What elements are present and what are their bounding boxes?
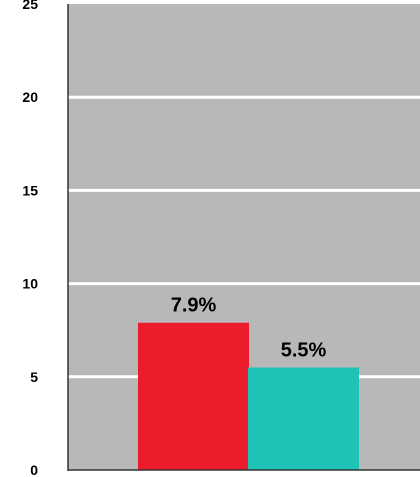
axes xyxy=(67,4,420,471)
bar-1 xyxy=(138,322,249,470)
data-labels: 7.9% 5.5% xyxy=(171,295,327,362)
data-label-2: 5.5% xyxy=(281,339,327,361)
gridlines xyxy=(68,95,420,379)
bars xyxy=(138,322,359,470)
y-tick-label-10: 10 xyxy=(22,276,38,292)
data-label-1: 7.9% xyxy=(171,295,217,317)
y-tick-label-0: 0 xyxy=(30,462,38,477)
y-tick-labels: 0 5 10 15 20 25 xyxy=(22,0,38,477)
y-tick-label-5: 5 xyxy=(30,369,38,385)
y-tick-label-15: 15 xyxy=(22,182,38,198)
y-tick-label-25: 25 xyxy=(22,0,38,12)
bar-2 xyxy=(248,367,359,470)
y-tick-label-20: 20 xyxy=(22,89,38,105)
